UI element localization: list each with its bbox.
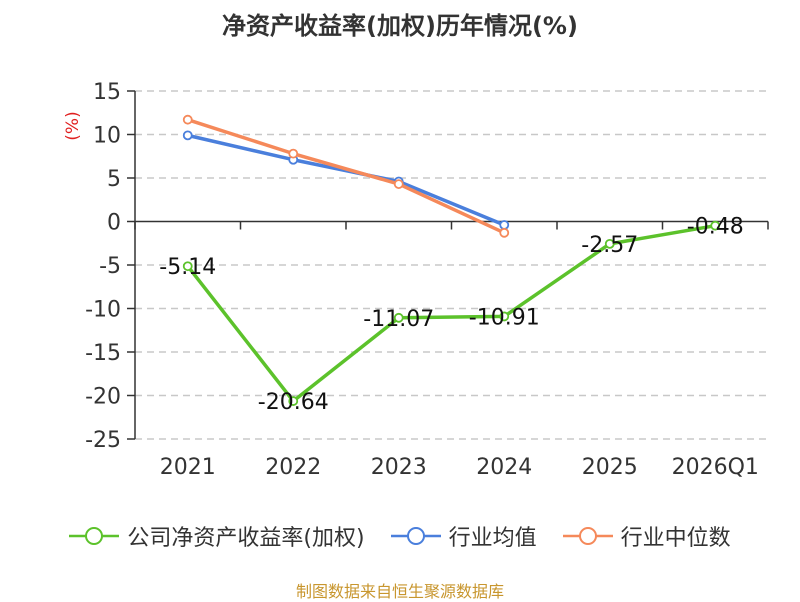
data-label: -5.14 bbox=[159, 255, 216, 280]
y-tick-label: 10 bbox=[93, 124, 121, 149]
legend-line-marker-icon bbox=[562, 527, 613, 545]
y-tick-label: 0 bbox=[107, 211, 121, 236]
y-tick-label: -5 bbox=[99, 254, 121, 279]
data-point bbox=[288, 148, 299, 159]
legend-item[interactable]: 行业均值 bbox=[390, 520, 537, 552]
chart-title: 净资产收益率(加权)历年情况(%) bbox=[222, 12, 578, 40]
data-point bbox=[499, 220, 510, 230]
y-axis-label: (%) bbox=[63, 111, 83, 140]
y-tick-label: -15 bbox=[85, 341, 121, 366]
data-point bbox=[393, 312, 404, 323]
legend-label: 行业均值 bbox=[448, 526, 537, 551]
series-line bbox=[186, 223, 716, 403]
data-point bbox=[182, 261, 193, 272]
data-label: -20.64 bbox=[258, 390, 329, 415]
data-point bbox=[393, 179, 404, 189]
data-label: -2.57 bbox=[581, 233, 638, 258]
data-point bbox=[499, 311, 510, 322]
x-tick-label: 2025 bbox=[582, 455, 638, 480]
source-note: 制图数据来自恒生聚源数据库 bbox=[295, 582, 504, 601]
data-label: -10.91 bbox=[469, 305, 540, 330]
data-point bbox=[288, 396, 299, 406]
legend: 公司净资产收益率(加权) 行业均值 行业中位数 bbox=[0, 520, 800, 552]
data-point bbox=[182, 114, 193, 125]
data-point bbox=[604, 238, 615, 249]
y-tick-label: -25 bbox=[85, 428, 121, 453]
x-tick-label: 2024 bbox=[476, 455, 532, 480]
legend-line-marker-icon bbox=[69, 527, 120, 545]
data-point bbox=[182, 130, 193, 141]
legend-line-marker-icon bbox=[390, 527, 441, 545]
data-point bbox=[499, 227, 510, 238]
data-point bbox=[710, 220, 721, 231]
x-tick-label: 2021 bbox=[160, 455, 216, 480]
y-tick-label: 5 bbox=[107, 167, 121, 192]
legend-item[interactable]: 行业中位数 bbox=[562, 520, 731, 552]
data-label: -0.48 bbox=[687, 215, 744, 240]
data-label: -11.07 bbox=[363, 307, 434, 332]
y-tick-label: -10 bbox=[85, 298, 121, 323]
y-tick-label: -20 bbox=[85, 385, 121, 410]
x-tick-label: 2026Q1 bbox=[672, 455, 759, 480]
legend-label: 公司净资产收益率(加权) bbox=[127, 526, 365, 551]
y-tick-label: 15 bbox=[93, 80, 121, 105]
series-line bbox=[187, 118, 505, 235]
legend-label: 行业中位数 bbox=[620, 526, 731, 551]
legend-item[interactable]: 公司净资产收益率(加权) bbox=[69, 520, 365, 552]
x-tick-label: 2022 bbox=[265, 455, 321, 480]
x-tick-label: 2023 bbox=[371, 455, 427, 480]
